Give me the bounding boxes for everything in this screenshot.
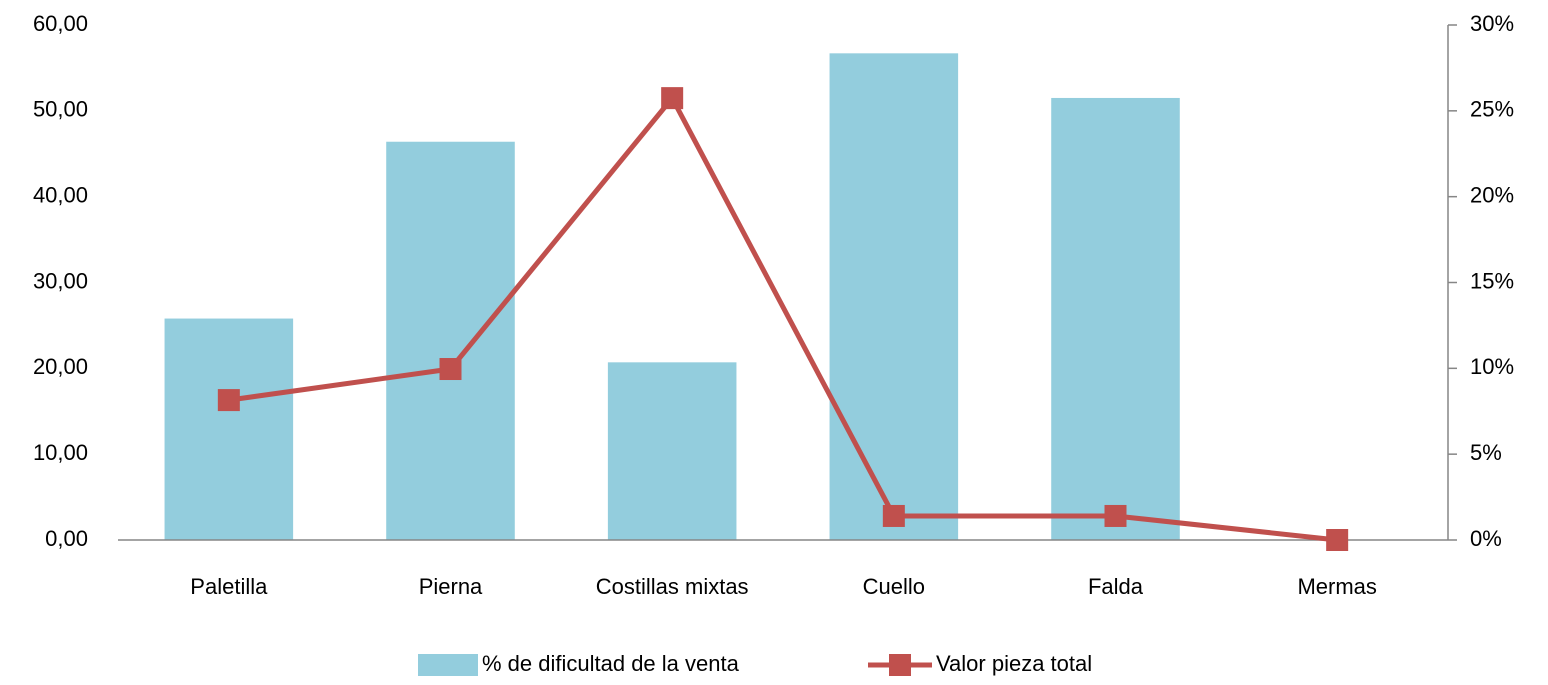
y-tick-label: 50,00 xyxy=(33,97,88,122)
line-marker xyxy=(661,87,684,110)
bar xyxy=(386,141,515,540)
y2-tick-label: 5% xyxy=(1470,440,1502,465)
y-tick-label: 60,00 xyxy=(33,11,88,36)
bar xyxy=(164,318,294,540)
line-marker xyxy=(1104,504,1127,527)
y-tick-label: 10,00 xyxy=(33,440,88,465)
y2-tick-label: 0% xyxy=(1470,526,1502,551)
y2-tick-label: 25% xyxy=(1470,97,1514,122)
y-tick-label: 0,00 xyxy=(45,526,88,551)
y-tick-label: 20,00 xyxy=(33,354,88,379)
y-tick-label: 40,00 xyxy=(33,182,88,207)
x-tick-label: Pierna xyxy=(419,574,483,599)
y-tick-label: 30,00 xyxy=(33,268,88,293)
x-tick-label: Mermas xyxy=(1297,574,1376,599)
line-marker xyxy=(217,389,240,412)
legend-swatch xyxy=(418,654,478,676)
y2-tick-label: 15% xyxy=(1470,268,1514,293)
bar xyxy=(607,362,737,540)
x-tick-label: Falda xyxy=(1088,574,1144,599)
bar xyxy=(1051,97,1180,540)
line xyxy=(228,93,1338,543)
line-marker xyxy=(439,358,462,381)
bar xyxy=(829,53,959,540)
line-marker xyxy=(1326,529,1349,551)
x-tick-label: Cuello xyxy=(863,574,925,599)
x-tick-label: Paletilla xyxy=(190,574,268,599)
x-tick-label: Costillas mixtas xyxy=(596,574,749,599)
line-marker xyxy=(882,504,905,527)
legend-marker xyxy=(889,654,911,676)
legend-label: Valor pieza total xyxy=(936,651,1092,676)
y2-tick-label: 20% xyxy=(1470,182,1514,207)
legend-label: % de dificultad de la venta xyxy=(482,651,740,676)
y2-tick-label: 10% xyxy=(1470,354,1514,379)
y2-tick-label: 30% xyxy=(1470,11,1514,36)
